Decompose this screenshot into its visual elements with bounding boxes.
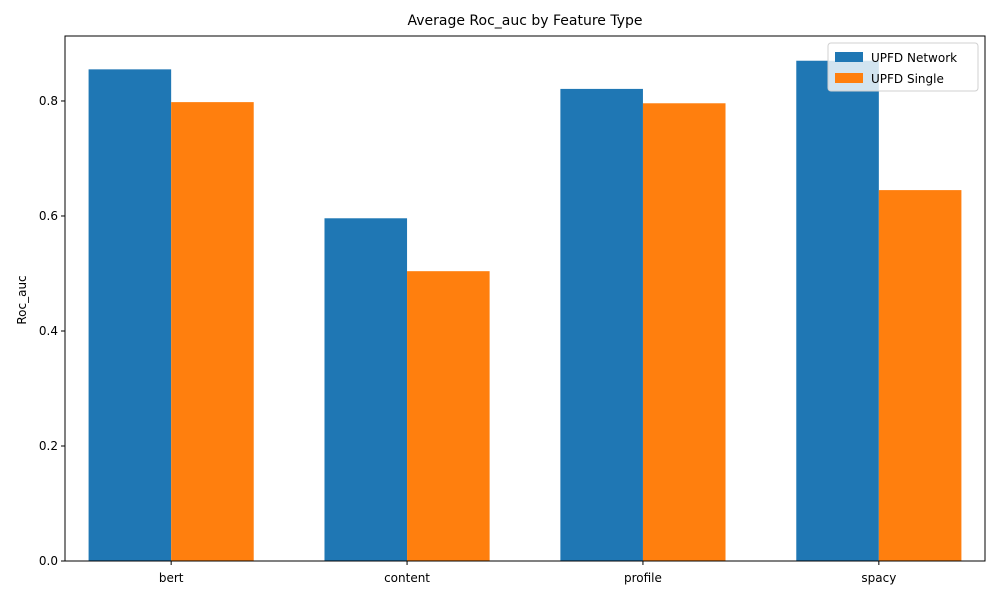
legend-swatch (835, 52, 863, 62)
bar-upfd-single-spacy (878, 190, 962, 561)
x-tick-label: bert (159, 571, 184, 585)
x-tick-label: content (384, 571, 430, 585)
y-axis-label: Roc_auc (15, 275, 29, 324)
legend-frame (827, 42, 979, 92)
bars-group (88, 60, 962, 562)
chart-title: Average Roc_auc by Feature Type (407, 13, 642, 29)
legend: UPFD Network UPFD Single (827, 42, 979, 92)
y-tick-label: 0.2 (39, 439, 58, 453)
x-tick-label: spacy (861, 571, 896, 585)
plot-frame (64, 35, 986, 562)
legend-label: UPFD Single (871, 72, 944, 86)
y-tick-label: 0.0 (39, 554, 58, 568)
legend-label: UPFD Network (871, 51, 957, 65)
bar-upfd-network-spacy (796, 60, 879, 562)
bar-upfd-single-profile (642, 103, 726, 562)
bar-upfd-single-content (407, 271, 490, 561)
bar-upfd-network-bert (88, 69, 172, 561)
y-tick-label: 0.8 (39, 94, 58, 108)
bar-upfd-network-content (324, 218, 408, 561)
bar-upfd-single-bert (171, 102, 254, 562)
legend-swatch (835, 73, 863, 83)
y-tick-label: 0.6 (39, 209, 58, 223)
y-axis-ticks: 0.0 0.2 0.4 0.6 0.8 (39, 94, 65, 568)
y-tick-label: 0.4 (39, 324, 58, 338)
bar-upfd-network-profile (560, 88, 643, 561)
x-axis-ticks: bert content profile spacy (159, 561, 896, 585)
x-tick-label: profile (624, 571, 662, 585)
